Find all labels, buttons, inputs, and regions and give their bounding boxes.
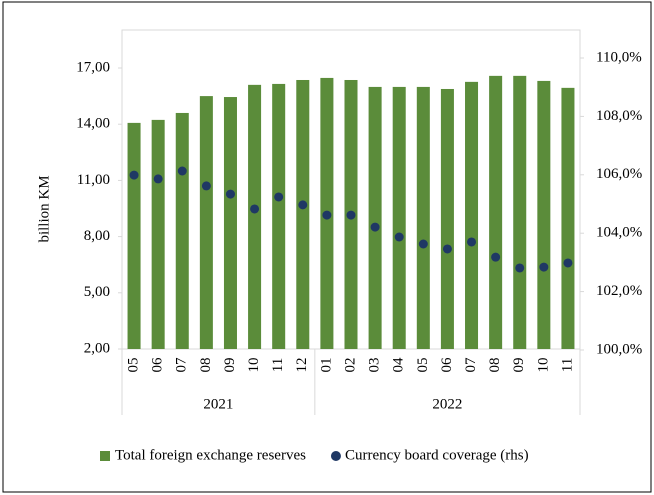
x-tick-label: 07	[463, 357, 479, 373]
y-axis-label: billion KM	[36, 175, 52, 242]
x-tick-label: 02	[342, 358, 358, 373]
x-tick-label: 09	[222, 358, 238, 373]
legend-label: Total foreign exchange reserves	[115, 447, 306, 463]
bar	[296, 79, 310, 350]
bar	[199, 96, 213, 349]
x-tick-label: 05	[125, 358, 141, 373]
legend-label: Currency board coverage (rhs)	[345, 447, 529, 463]
dot	[370, 222, 380, 232]
bar	[175, 112, 189, 350]
x-tick-label: 05	[415, 358, 431, 373]
bar	[127, 122, 141, 349]
bar	[465, 81, 479, 349]
bar	[440, 88, 454, 350]
dot	[346, 210, 356, 220]
dot	[394, 232, 404, 242]
bar	[223, 97, 237, 349]
x-tick-label: 04	[391, 357, 407, 373]
legend-swatch	[100, 451, 110, 461]
dot	[515, 263, 525, 273]
y-tick-label: 11,00	[77, 172, 110, 188]
dot	[491, 252, 501, 262]
y2-tick-label: 100,0%	[596, 341, 642, 357]
bar	[368, 86, 382, 350]
y2-tick-label: 108,0%	[596, 108, 642, 124]
bar	[392, 86, 406, 350]
dot	[322, 210, 332, 220]
bar	[537, 80, 551, 350]
dot	[442, 244, 452, 254]
bar	[416, 86, 430, 350]
x-tick-label: 11	[559, 358, 575, 372]
y-tick-label: 14,00	[76, 116, 110, 132]
group-label: 2022	[432, 396, 462, 412]
dot	[298, 200, 308, 210]
dot	[418, 239, 428, 249]
x-tick-label: 11	[270, 358, 286, 372]
x-tick-label: 01	[318, 358, 334, 373]
dot	[177, 166, 187, 176]
x-tick-label: 10	[535, 358, 551, 373]
dot	[225, 189, 235, 199]
dot	[274, 192, 284, 202]
dot	[153, 174, 163, 184]
x-tick-label: 07	[174, 357, 190, 373]
bar	[272, 83, 286, 349]
y2-tick-label: 104,0%	[596, 225, 642, 241]
x-tick-label: 06	[150, 357, 166, 373]
group-label: 2021	[203, 396, 233, 412]
y-tick-label: 5,00	[84, 284, 110, 300]
bar	[513, 75, 527, 350]
y2-tick-label: 102,0%	[596, 283, 642, 299]
dot	[129, 170, 139, 180]
bar	[151, 119, 165, 350]
x-tick-label: 08	[487, 358, 503, 373]
dot	[539, 262, 549, 272]
bar	[489, 75, 503, 350]
x-tick-label: 09	[511, 358, 527, 373]
y2-tick-label: 110,0%	[596, 49, 642, 65]
legend-swatch	[330, 451, 341, 461]
x-tick-label: 08	[198, 358, 214, 373]
x-tick-label: 12	[294, 358, 310, 373]
x-tick-label: 10	[246, 358, 262, 373]
y-tick-label: 17,00	[76, 59, 110, 75]
dot	[201, 181, 211, 191]
bar	[561, 87, 575, 349]
dot	[467, 237, 477, 247]
x-tick-label: 03	[367, 358, 383, 373]
y-tick-label: 2,00	[84, 340, 110, 356]
dot	[250, 204, 260, 214]
y2-tick-label: 106,0%	[596, 166, 642, 182]
bar	[248, 84, 262, 350]
dot	[563, 258, 573, 268]
y-tick-label: 8,00	[84, 228, 110, 244]
x-tick-label: 06	[439, 357, 455, 373]
